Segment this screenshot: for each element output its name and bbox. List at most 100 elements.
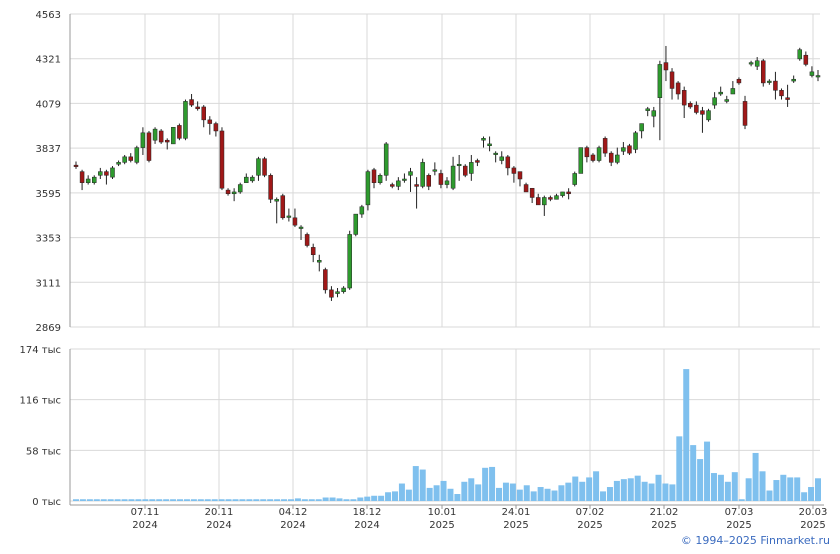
candle-up — [286, 215, 292, 218]
candle-down — [177, 125, 182, 139]
volume-bar — [281, 499, 288, 501]
volume-bar — [218, 499, 225, 501]
candle-up — [469, 162, 474, 174]
volume-tick-label: 116 тыс — [20, 396, 61, 407]
volume-bar — [232, 499, 239, 501]
candle-up — [347, 234, 352, 289]
volume-bar — [86, 499, 93, 501]
candle-up — [450, 165, 456, 189]
candle-down — [475, 160, 480, 163]
price-grid — [69, 13, 820, 328]
volume-bar — [371, 495, 378, 501]
volume-bar — [177, 499, 184, 501]
price-tick-label: 3353 — [36, 234, 61, 245]
volume-bar — [93, 499, 100, 501]
volume-bar — [253, 499, 260, 501]
volume-tick-label: 0 тыс — [32, 497, 61, 508]
candle-down — [219, 130, 225, 189]
price-tick-label: 3111 — [36, 278, 61, 289]
candle-down — [761, 60, 766, 84]
volume-bar — [558, 485, 565, 501]
volume-bar — [655, 474, 662, 501]
volume-bar — [724, 481, 731, 501]
volume-bar — [378, 495, 385, 501]
x-tick-year: 2024 — [132, 520, 157, 531]
candle-down — [627, 145, 632, 154]
candle-up — [712, 97, 717, 106]
volume-bar — [648, 483, 655, 501]
price-tick-label: 4563 — [36, 10, 61, 21]
candle-up — [298, 226, 304, 229]
candle-down — [329, 289, 334, 298]
volume-bars — [73, 369, 821, 501]
volume-bar — [336, 498, 343, 501]
candle-up — [797, 49, 803, 60]
volume-bar — [530, 491, 537, 501]
volume-bar — [537, 487, 544, 501]
candle-up — [633, 132, 638, 150]
volume-bar — [468, 478, 475, 501]
candle-up — [791, 78, 796, 82]
candle-down — [438, 173, 444, 185]
candle-down — [323, 269, 328, 291]
candle-up — [542, 197, 547, 206]
candle-up — [183, 101, 188, 139]
candle-up — [444, 180, 450, 185]
candle-up — [353, 213, 359, 235]
volume-tick-label: 174 тыс — [20, 345, 61, 356]
x-tick-year: 2025 — [726, 520, 751, 531]
volume-bar — [787, 477, 794, 501]
copyright-link[interactable]: © 1994–2025 Finmarket.ru — [680, 534, 830, 547]
x-tick-date: 07.11 — [131, 507, 160, 518]
volume-bar — [398, 483, 405, 501]
candle-up — [645, 108, 650, 111]
candle-down — [462, 165, 468, 176]
volume-bar — [815, 478, 821, 501]
candle-up — [116, 162, 121, 165]
candle-down — [304, 234, 310, 246]
volume-bar — [190, 499, 197, 501]
x-tick-date: 20.11 — [205, 507, 234, 518]
candle-up — [639, 123, 644, 132]
candle-up — [748, 62, 754, 65]
volume-bar — [301, 499, 308, 501]
candle-up — [560, 191, 565, 196]
candle-down — [310, 247, 316, 256]
candle-down — [529, 187, 535, 198]
candle-down — [785, 97, 790, 100]
volume-bar — [710, 473, 717, 501]
candle-up — [706, 110, 711, 121]
candle-down — [201, 106, 206, 121]
volume-bar — [496, 487, 503, 501]
volume-bar — [294, 498, 301, 501]
volume-bar — [766, 490, 773, 501]
volume-bar — [197, 499, 204, 501]
candle-down — [146, 132, 152, 161]
volume-bar — [627, 478, 634, 501]
price-tick-label: 4321 — [36, 55, 61, 66]
volume-bar — [745, 478, 752, 501]
x-tick-date: 18.12 — [353, 507, 382, 518]
volume-bar — [343, 499, 350, 501]
candle-down — [426, 175, 432, 187]
x-tick-date: 04.12 — [279, 507, 308, 518]
volume-bar — [447, 488, 454, 501]
volume-bar — [412, 466, 419, 501]
volume-bar — [613, 480, 620, 501]
candle-down — [207, 119, 213, 124]
price-tick-label: 2869 — [36, 323, 61, 334]
candle-up — [815, 75, 821, 78]
price-y-axis: 4563 4321 4079 3837 3595 3353 3111 2869 — [36, 10, 61, 334]
volume-bar — [509, 483, 516, 501]
volume-bar — [676, 436, 683, 501]
candle-down — [371, 169, 377, 183]
candle-up — [110, 167, 115, 178]
volume-bar — [717, 474, 724, 501]
candle-up — [237, 184, 243, 193]
candle-up — [341, 287, 346, 292]
volume-bar — [204, 499, 211, 501]
x-tick-date: 24.01 — [502, 507, 531, 518]
volume-bar — [287, 499, 294, 501]
candle-down — [736, 78, 742, 84]
